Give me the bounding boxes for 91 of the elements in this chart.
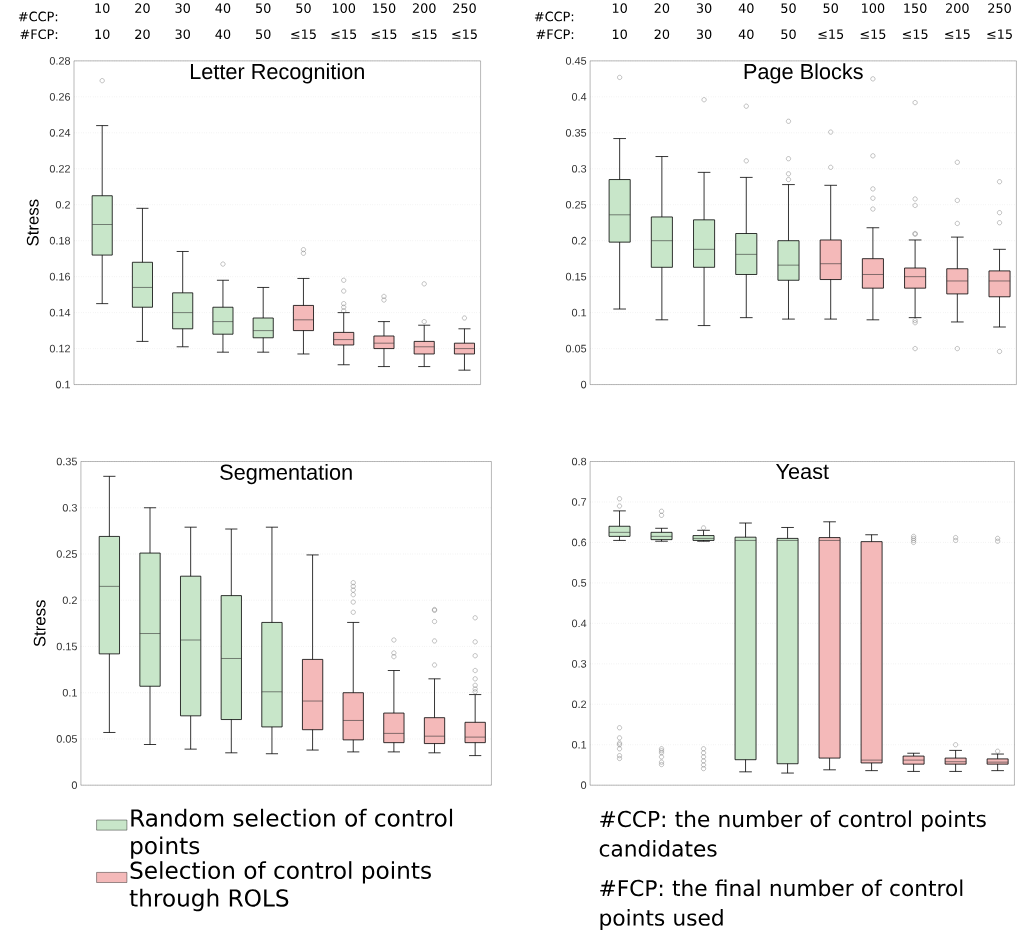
chart-title: Yeast: [775, 463, 829, 480]
text: 50: [256, 29, 271, 40]
x-tick-label: 10: [612, 3, 627, 13]
y-axis-title: Stress: [26, 199, 39, 246]
y-tick-label: 0.35: [565, 128, 587, 137]
text: 10: [612, 29, 627, 40]
text: ≤15: [331, 29, 357, 39]
x-tick-label: 40: [738, 3, 754, 13]
y-tick-label: 0.16: [49, 272, 71, 281]
y-tick-label: 0: [71, 781, 77, 789]
text: ≤15: [902, 29, 928, 39]
y-tick-label: 0.22: [49, 164, 70, 173]
x-tick-label: 150: [904, 3, 927, 13]
y-tick-label: 0.5: [571, 579, 587, 587]
text: 50: [781, 29, 796, 40]
text: ≤15: [818, 29, 844, 39]
text: 40: [738, 29, 754, 40]
y-tick-label: 0.15: [565, 272, 587, 281]
x-tick-label: 20: [654, 3, 670, 13]
x-tick-label: 30: [175, 3, 190, 13]
y-tick-label: 0.7: [571, 498, 587, 506]
text: ≤15: [371, 29, 397, 39]
text: ≤15: [291, 29, 316, 39]
x-tick-label: 50: [256, 3, 271, 13]
chart-title: Segmentation: [220, 463, 352, 485]
text: ≤15: [987, 29, 1012, 39]
text: #FCP: the final number of control points used: [600, 879, 963, 931]
y-tick-label: 0.4: [571, 92, 587, 101]
y-tick-label: 0.05: [56, 735, 77, 743]
y-tick-label: 0.1: [62, 688, 77, 697]
text: #CCP: the number of control points candidates: [599, 810, 986, 857]
x-tick-label: 200: [412, 3, 436, 13]
y-tick-label: 0.3: [62, 503, 77, 512]
x-tick-label: 100: [862, 3, 885, 13]
y-tick-label: 0.1: [571, 740, 587, 749]
text: 30: [696, 29, 712, 40]
legend-label: Random selection of control points: [131, 808, 453, 859]
x-tick-label: 250: [453, 3, 476, 13]
text: #CCP:: [18, 11, 58, 22]
text: ≤15: [412, 29, 437, 39]
y-tick-label: 0.15: [56, 642, 77, 651]
x-tick-label: 250: [988, 3, 1011, 13]
x-tick-label: 30: [696, 3, 712, 13]
text: #FCP:: [536, 29, 574, 40]
x-tick-label: 50: [781, 3, 796, 13]
y-tick-label: 0.26: [49, 92, 71, 101]
y-tick-label: 0.2: [55, 200, 70, 209]
text: ≤15: [452, 29, 477, 39]
y-tick-label: 0: [581, 380, 587, 389]
x-tick-label: 150: [373, 3, 396, 13]
x-tick-label: 40: [215, 3, 231, 13]
y-tick-label: 0.05: [565, 344, 587, 353]
y-axis-title: Stress: [33, 600, 46, 647]
y-tick-label: 0.3: [571, 659, 587, 668]
x-tick-label: 200: [946, 3, 969, 13]
y-tick-label: 0.3: [571, 164, 587, 173]
y-tick-label: 0.18: [49, 236, 71, 245]
y-tick-label: 0.2: [571, 700, 587, 709]
y-tick-label: 0: [581, 781, 587, 790]
legend-label: Selection of control points through ROLS: [129, 861, 431, 912]
x-tick-label: 20: [135, 3, 150, 13]
x-tick-label: 50: [823, 3, 838, 13]
y-tick-label: 0.14: [49, 308, 71, 317]
y-tick-label: 0.24: [49, 128, 71, 137]
y-tick-label: 0.2: [62, 596, 77, 605]
y-tick-label: 0.4: [571, 619, 587, 628]
chart-title: Page Blocks: [744, 63, 863, 84]
text: 40: [215, 29, 231, 40]
text: 20: [135, 29, 150, 40]
y-tick-label: 0.6: [571, 538, 587, 547]
text: #FCP:: [20, 29, 58, 40]
y-tick-label: 0.35: [56, 457, 77, 466]
text: ≤15: [945, 29, 970, 39]
text: 10: [95, 29, 110, 40]
y-tick-label: 0.12: [49, 344, 70, 353]
text: 20: [654, 29, 670, 40]
y-tick-label: 0.28: [49, 57, 71, 65]
x-tick-label: 100: [332, 3, 356, 13]
text: 30: [175, 29, 190, 40]
chart-title: Letter Recognition: [190, 63, 364, 84]
y-tick-label: 0.1: [55, 380, 70, 389]
x-tick-label: 10: [95, 3, 110, 13]
y-tick-label: 0.25: [56, 550, 77, 558]
y-tick-label: 0.45: [565, 57, 587, 65]
text: ≤15: [860, 29, 886, 39]
y-tick-label: 0.2: [571, 236, 587, 245]
y-tick-label: 0.25: [565, 200, 587, 209]
y-tick-label: 0.8: [571, 457, 587, 466]
x-tick-label: 50: [296, 3, 311, 13]
text: #CCP:: [534, 11, 574, 22]
y-tick-label: 0.1: [571, 308, 587, 317]
